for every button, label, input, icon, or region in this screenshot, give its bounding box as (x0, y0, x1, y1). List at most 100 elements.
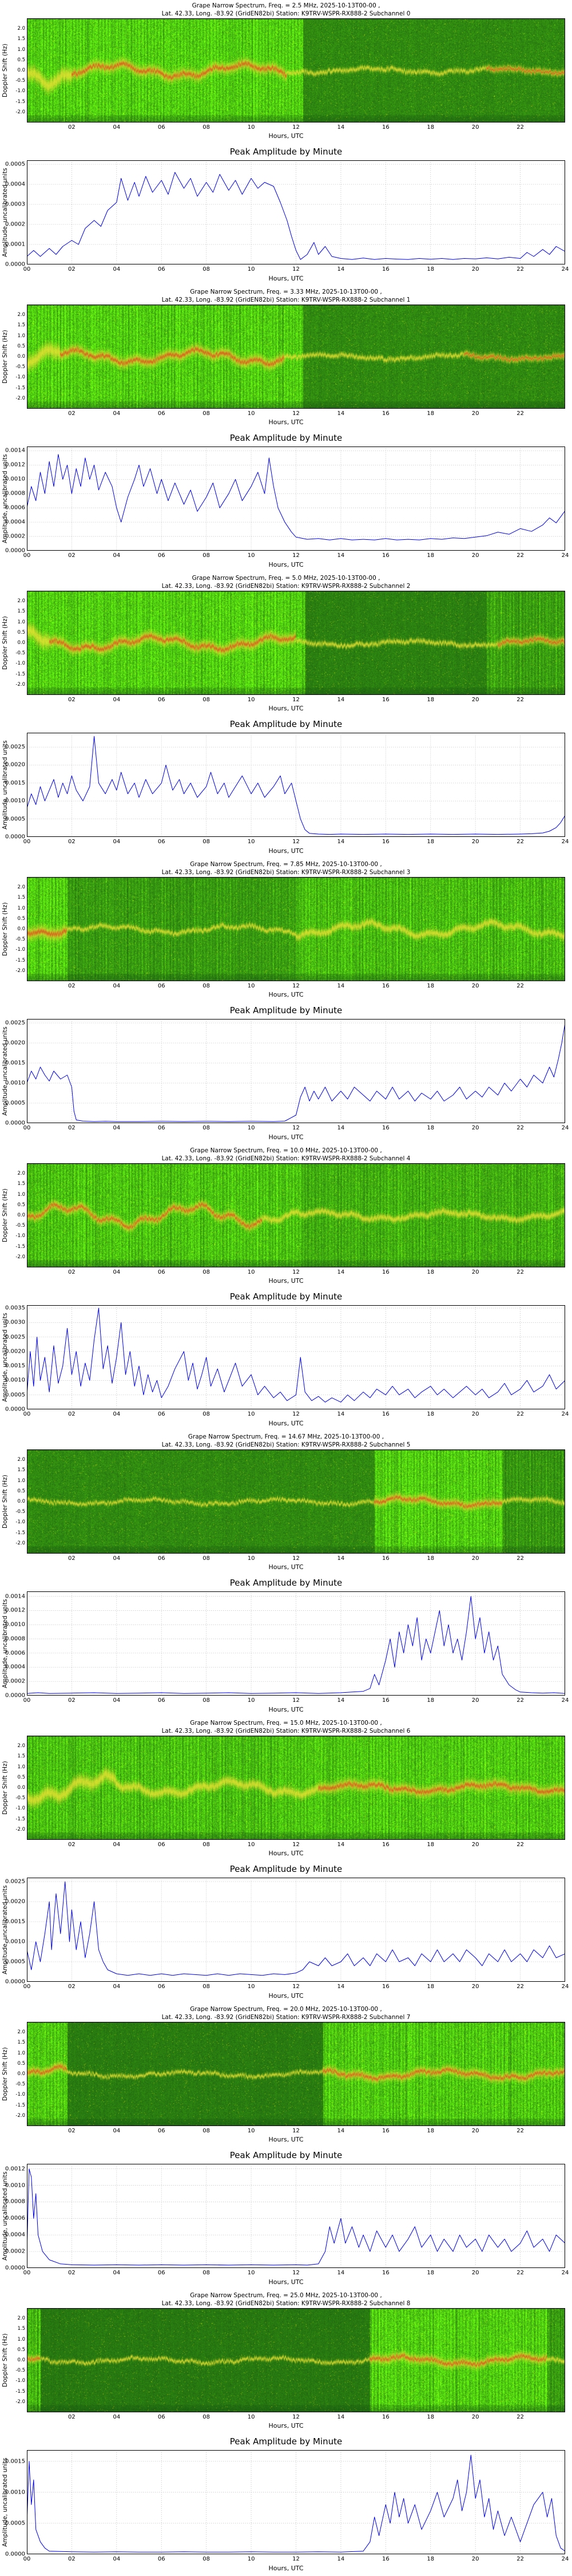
x-axis-label: Hours, UTC (268, 2422, 304, 2429)
y-tick-label: 0.0000 (5, 1692, 25, 1699)
x-axis-label: Hours, UTC (268, 1992, 304, 2000)
x-tick-label: 14 (337, 839, 345, 845)
x-axis-label: Hours, UTC (268, 275, 304, 282)
amplitude-chart-subchannel-8: Peak Amplitude by Minute 00 02 04 06 08 10 12 14… (0, 2433, 572, 2576)
x-tick-label: 04 (113, 983, 121, 989)
y-tick-label: 0.0012 (5, 1607, 25, 1614)
y-tick-label: -1.5 (15, 2102, 25, 2108)
y-tick-label: 0.0010 (5, 1621, 25, 1628)
x-tick-label: 22 (517, 1411, 524, 1417)
x-tick-label: 22 (517, 552, 524, 559)
amplitude-axis-label: Amplitude, uncalibrated units (2, 1599, 9, 1688)
spectrogram-subchannel-0: Grape Narrow Spectrum, Freq. = 2.5 MHz, … (0, 0, 572, 143)
x-tick-label: 12 (292, 1269, 300, 1275)
y-tick-label: 0.0 (17, 68, 25, 73)
x-tick-label: 12 (292, 1125, 300, 1131)
x-tick-label: 04 (113, 124, 121, 131)
y-tick-label: 0.0005 (5, 1392, 25, 1398)
x-axis-label: Hours, UTC (268, 1706, 304, 1713)
y-tick-label: 1.5 (17, 895, 25, 901)
doppler-axis-label: Doppler Shift (Hz) (2, 902, 9, 956)
x-tick-label: 10 (247, 839, 255, 845)
x-tick-label: 14 (337, 2556, 345, 2562)
spectrogram-title: Grape Narrow Spectrum, Freq. = 15.0 MHz,… (0, 1720, 572, 1735)
doppler-axis-label: Doppler Shift (Hz) (2, 1475, 9, 1528)
spectrogram-subchannel-6: Grape Narrow Spectrum, Freq. = 15.0 MHz,… (0, 1717, 572, 1860)
amplitude-axis-label: Amplitude, uncalibrated units (2, 2458, 9, 2547)
spectrogram-title-line2: Lat. 42.33, Long. -83.92 (GridEN82bi) St… (161, 582, 411, 590)
y-tick-label: 0.0025 (5, 1020, 25, 1026)
y-tick-label: 0.0 (17, 2357, 25, 2363)
x-tick-label: 18 (427, 124, 435, 131)
spectrogram-title-line2: Lat. 42.33, Long. -83.92 (GridEN82bi) St… (161, 868, 411, 876)
y-tick-label: -1.0 (15, 661, 25, 667)
y-tick-label: 0.0015 (5, 1060, 25, 1066)
x-tick-label: 14 (337, 2414, 345, 2420)
y-tick-label: -1.5 (15, 671, 25, 677)
x-tick-label: 24 (561, 839, 569, 845)
amplitude-line-plot (27, 1591, 565, 1696)
y-tick-label: -1.5 (15, 385, 25, 391)
x-tick-label: 22 (517, 1842, 524, 1848)
y-tick-label: 2.0 (17, 1457, 25, 1463)
y-tick-label: 0.0025 (5, 1878, 25, 1885)
x-tick-label: 22 (517, 1269, 524, 1275)
x-tick-label: 14 (337, 1842, 345, 1848)
x-tick-label: 18 (427, 983, 435, 989)
y-tick-label: 0.0010 (5, 476, 25, 483)
x-tick-label: 14 (337, 124, 345, 131)
amplitude-chart-subchannel-2: Peak Amplitude by Minute 00 02 04 06 08 10 12 14… (0, 716, 572, 859)
x-tick-label: 14 (337, 1984, 345, 1990)
y-tick-label: -2.0 (15, 681, 25, 688)
x-tick-label: 02 (68, 2270, 76, 2276)
x-tick-label: 04 (113, 410, 121, 417)
x-axis-label: Hours, UTC (268, 1133, 304, 1141)
x-tick-label: 02 (68, 697, 76, 703)
y-tick-label: -1.5 (15, 1243, 25, 1250)
x-tick-label: 00 (23, 266, 31, 272)
y-tick-label: -1.0 (15, 2092, 25, 2098)
x-tick-label: 16 (382, 124, 390, 131)
x-tick-label: 20 (471, 1269, 479, 1275)
y-tick-label: 1.0 (17, 2336, 25, 2342)
y-tick-label: 0.5 (17, 57, 25, 63)
x-tick-label: 22 (517, 2128, 524, 2134)
x-tick-label: 06 (157, 697, 165, 703)
spectrogram-title-line2: Lat. 42.33, Long. -83.92 (GridEN82bi) St… (161, 1155, 411, 1162)
x-tick-label: 16 (382, 1697, 390, 1704)
x-tick-label: 10 (247, 2556, 255, 2562)
y-tick-label: 0.0000 (5, 1120, 25, 1127)
x-tick-label: 02 (68, 2128, 76, 2134)
y-tick-label: 0.0025 (5, 744, 25, 750)
amplitude-chart-subchannel-0: Peak Amplitude by Minute 00 02 04 06 08 10 12 14… (0, 143, 572, 286)
x-axis-label: Hours, UTC (268, 1850, 304, 1857)
amplitude-chart-title: Peak Amplitude by Minute (229, 1578, 343, 1588)
spectrogram-image (27, 1736, 565, 1840)
x-tick-label: 08 (202, 2414, 210, 2420)
x-tick-label: 10 (247, 1125, 255, 1131)
spectrogram-title: Grape Narrow Spectrum, Freq. = 5.0 MHz, … (0, 575, 572, 590)
y-tick-label: 2.0 (17, 2316, 25, 2322)
x-tick-label: 08 (202, 1984, 210, 1990)
x-tick-label: 20 (471, 1411, 479, 1417)
spectrogram-title-line1: Grape Narrow Spectrum, Freq. = 10.0 MHz,… (190, 1147, 382, 1154)
x-tick-label: 14 (337, 1125, 345, 1131)
y-tick-label: 0.0020 (5, 1348, 25, 1355)
spectrogram-title-line2: Lat. 42.33, Long. -83.92 (GridEN82bi) St… (161, 2300, 411, 2307)
x-tick-label: 10 (247, 1269, 255, 1275)
y-tick-label: -2.0 (15, 109, 25, 115)
x-tick-label: 16 (382, 410, 390, 417)
spectrogram-subchannel-5: Grape Narrow Spectrum, Freq. = 14.67 MHz… (0, 1431, 572, 1574)
x-tick-label: 18 (427, 2128, 435, 2134)
x-axis-label: Hours, UTC (268, 1420, 304, 1427)
x-tick-label: 08 (202, 839, 210, 845)
x-tick-label: 24 (561, 1411, 569, 1417)
x-tick-label: 12 (292, 697, 300, 703)
x-tick-label: 18 (427, 2414, 435, 2420)
spectrogram-image (27, 2308, 565, 2412)
x-tick-label: 10 (247, 697, 255, 703)
amplitude-axis-label: Amplitude, uncalibrated units (2, 2171, 9, 2261)
x-tick-label: 04 (113, 1125, 121, 1131)
y-tick-label: -2.0 (15, 2112, 25, 2119)
